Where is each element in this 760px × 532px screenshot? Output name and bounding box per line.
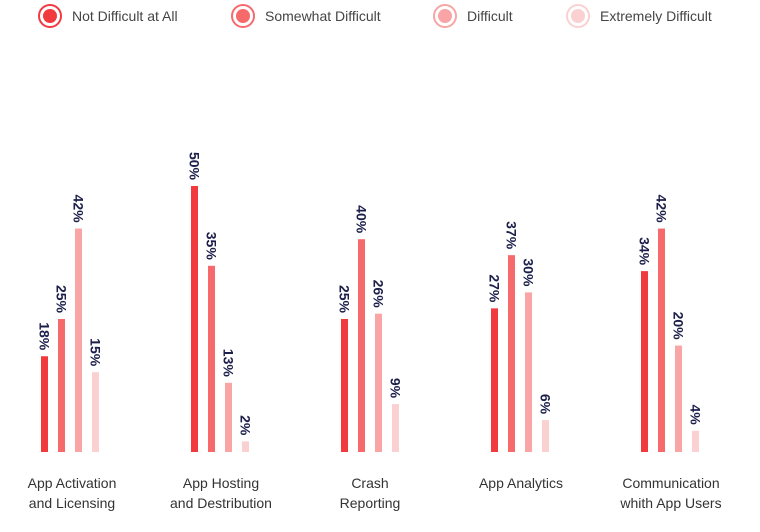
data-label: 9% bbox=[388, 378, 404, 399]
bar bbox=[491, 308, 498, 452]
data-label: 34% bbox=[637, 237, 653, 266]
category-label: Crash Reporting bbox=[295, 473, 445, 513]
data-label: 18% bbox=[37, 322, 53, 351]
bar bbox=[41, 356, 48, 452]
bar bbox=[658, 228, 665, 452]
bar bbox=[225, 382, 232, 452]
category-label-line: App Analytics bbox=[478, 475, 564, 491]
category-label-line: App Hosting bbox=[182, 475, 260, 491]
legend-dot bbox=[438, 9, 452, 23]
bar bbox=[75, 228, 82, 452]
bar bbox=[92, 372, 99, 452]
legend-dot bbox=[236, 9, 250, 23]
data-label: 25% bbox=[337, 285, 353, 314]
category-label: App Hosting and Destribution bbox=[146, 473, 296, 513]
category-label-line: Communication bbox=[622, 475, 720, 491]
legend-item-extremely-difficult[interactable]: Extremely Difficult bbox=[566, 4, 712, 28]
data-label: 27% bbox=[487, 274, 503, 303]
data-label: 2% bbox=[238, 415, 254, 436]
data-label: 6% bbox=[538, 394, 554, 415]
data-label: 15% bbox=[88, 338, 104, 367]
category-label-line: and Licensing bbox=[28, 495, 116, 511]
legend-dot bbox=[43, 9, 57, 23]
data-label: 20% bbox=[671, 312, 687, 341]
bar bbox=[641, 271, 648, 452]
data-label: 37% bbox=[504, 221, 520, 250]
data-label: 42% bbox=[71, 195, 87, 224]
data-label: 26% bbox=[371, 280, 387, 309]
bar bbox=[358, 239, 365, 452]
data-label: 30% bbox=[521, 258, 537, 287]
legend-item-somewhat-difficult[interactable]: Somewhat Difficult bbox=[231, 4, 381, 28]
bar bbox=[692, 430, 699, 452]
legend-label: Somewhat Difficult bbox=[265, 8, 381, 24]
legend-ring bbox=[38, 4, 62, 28]
legend-label: Extremely Difficult bbox=[600, 8, 712, 24]
data-label: 13% bbox=[221, 349, 237, 378]
data-label: 35% bbox=[204, 232, 220, 261]
bar bbox=[208, 265, 215, 452]
category-label: App Activation and Licensing bbox=[0, 473, 147, 513]
legend-dot bbox=[571, 9, 585, 23]
category-label: App Analytics bbox=[446, 473, 596, 493]
data-label: 25% bbox=[54, 285, 70, 314]
bar bbox=[675, 345, 682, 452]
bar bbox=[508, 255, 515, 452]
legend: Not Difficult at All Somewhat Difficult … bbox=[0, 0, 760, 34]
bar bbox=[392, 404, 399, 452]
legend-item-not-difficult[interactable]: Not Difficult at All bbox=[38, 4, 178, 28]
legend-label: Not Difficult at All bbox=[72, 8, 178, 24]
legend-item-difficult[interactable]: Difficult bbox=[433, 4, 513, 28]
bar bbox=[191, 186, 198, 452]
bar bbox=[375, 313, 382, 452]
legend-marker-icon bbox=[433, 4, 457, 28]
category-label: Communication whith App Users bbox=[596, 473, 746, 513]
data-label: 42% bbox=[654, 195, 670, 224]
category-label-line: Crash bbox=[351, 475, 389, 491]
data-label: 40% bbox=[354, 205, 370, 234]
bar bbox=[242, 441, 249, 452]
data-label: 50% bbox=[187, 152, 203, 181]
category-label-line: and Destribution bbox=[170, 495, 272, 511]
category-label-line: App Activation bbox=[27, 475, 117, 491]
legend-marker-icon bbox=[231, 4, 255, 28]
legend-marker-icon bbox=[566, 4, 590, 28]
bar bbox=[58, 319, 65, 452]
category-label-line: Reporting bbox=[339, 495, 401, 511]
bar bbox=[341, 319, 348, 452]
bar bbox=[525, 292, 532, 452]
data-label: 4% bbox=[688, 404, 704, 425]
legend-label: Difficult bbox=[467, 8, 513, 24]
category-label-line: whith App Users bbox=[620, 495, 722, 511]
legend-marker-icon bbox=[38, 4, 62, 28]
bar bbox=[542, 420, 549, 452]
